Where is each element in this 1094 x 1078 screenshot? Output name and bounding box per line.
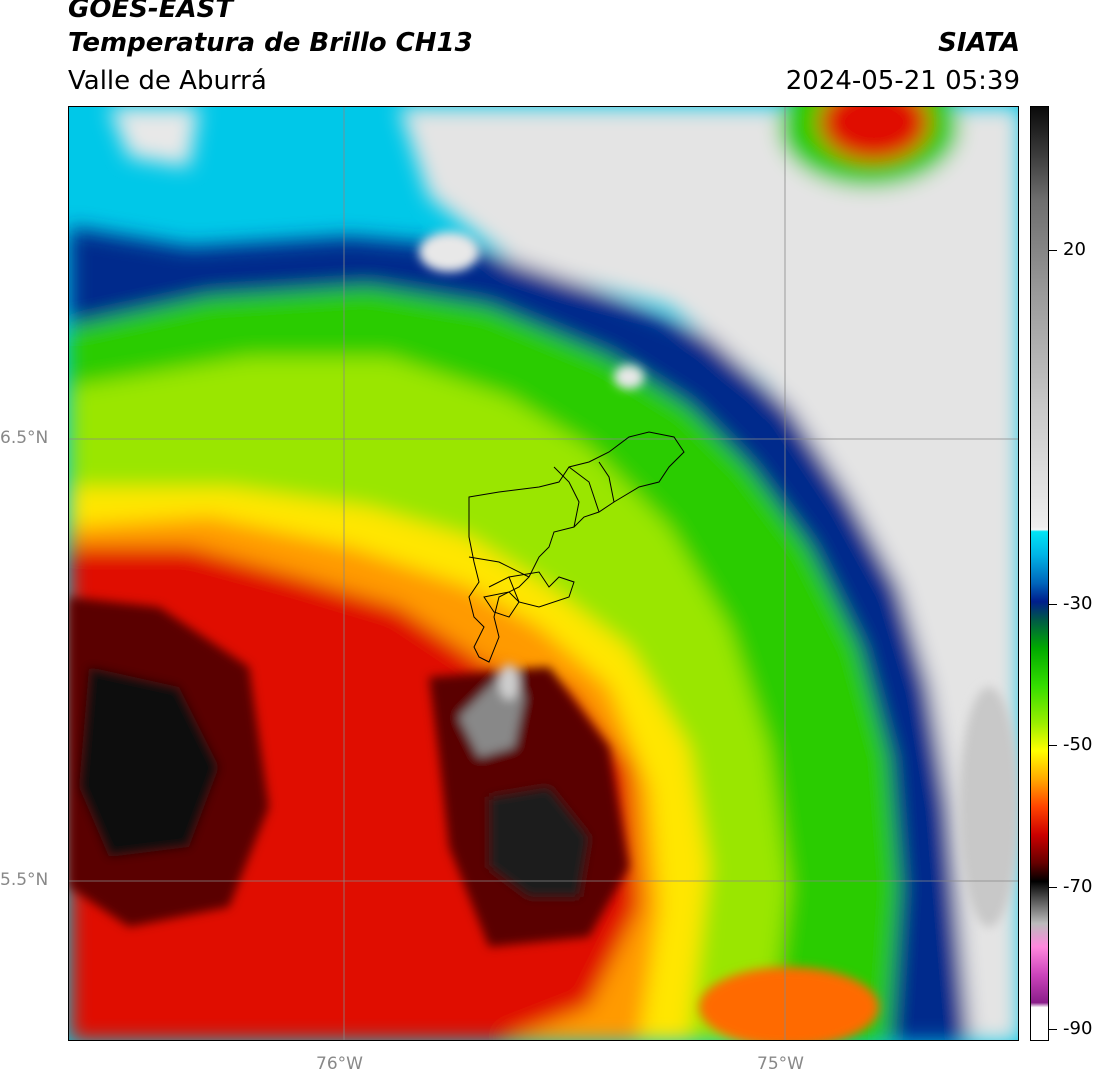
satellite-title: GOES-EAST [68,0,234,24]
lon-label-76w: 76°W [316,1054,363,1074]
datetime-label: 2024-05-21 05:39 [785,66,1020,96]
product-title: Temperatura de Brillo CH13 [68,28,473,58]
colorbar-label: 20 [1063,239,1086,260]
colorbar-tick [1049,250,1057,251]
colorbar [1030,106,1049,1041]
colorbar-label: -70 [1063,876,1093,897]
region-label: Valle de Aburrá [68,66,267,96]
colorbar-tick [1049,745,1057,746]
colorbar-label: -30 [1063,593,1093,614]
municipality-boundaries [468,431,685,663]
colorbar-tick [1049,604,1057,605]
colorbar-label: -90 [1063,1018,1093,1039]
lon-label-75w: 75°W [757,1054,804,1074]
colorbar-tick [1049,1029,1057,1030]
colorbar-label: -50 [1063,734,1093,755]
satellite-map[interactable] [68,106,1019,1041]
lat-label-6-5n: 6.5°N [0,428,49,448]
colorbar-tick [1049,887,1057,888]
lat-label-5-5n: 5.5°N [0,870,49,890]
brand-label: SIATA [938,28,1020,58]
brightness-temperature-field [69,107,1018,1040]
